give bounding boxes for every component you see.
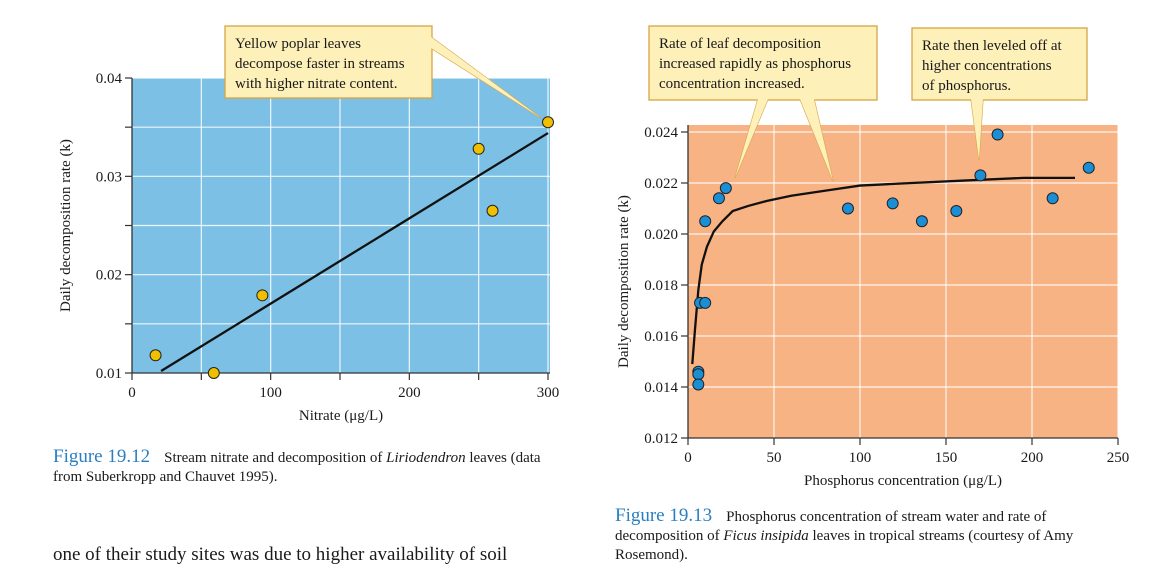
y-axis-title: Daily decomposition rate (k) bbox=[58, 139, 74, 312]
figure-label: Figure 19.12 bbox=[53, 446, 151, 467]
y-tick-label: 0.014 bbox=[644, 380, 678, 396]
caption-figure-19-13: Figure 19.13 Phosphorus concentration of … bbox=[615, 506, 1125, 565]
y-axis-title: Daily decomposition rate (k) bbox=[616, 195, 632, 368]
callout-box bbox=[224, 25, 433, 99]
callout-nitrate: Yellow poplar leaves decompose faster in … bbox=[224, 25, 542, 119]
y-tick-label: 0.022 bbox=[644, 176, 678, 192]
caption-italic: Liriodendron bbox=[386, 450, 466, 466]
x-tick-label: 0 bbox=[128, 385, 136, 401]
x-tick-label: 50 bbox=[767, 450, 782, 466]
data-point bbox=[719, 182, 732, 195]
caption-italic: Ficus insipida bbox=[723, 528, 809, 544]
data-point bbox=[886, 197, 899, 210]
data-point bbox=[712, 192, 725, 205]
data-point bbox=[472, 142, 485, 155]
caption-text: Phosphorus concentration of stream water… bbox=[615, 509, 1047, 544]
y-tick-label: 0.03 bbox=[96, 169, 122, 185]
callout-text: with higher nitrate content. bbox=[235, 76, 397, 92]
caption-text: leaves (data from Suberkropp and Chauvet… bbox=[53, 450, 541, 485]
fitted-curve bbox=[691, 176, 1075, 365]
data-point bbox=[256, 289, 269, 302]
x-tick-label: 100 bbox=[849, 450, 872, 466]
y-tick-label: 0.01 bbox=[96, 366, 122, 382]
data-point bbox=[692, 368, 705, 381]
data-point bbox=[692, 378, 705, 391]
x-tick-label: 300 bbox=[537, 385, 560, 401]
data-point bbox=[207, 367, 220, 379]
y-tick-label: 0.02 bbox=[96, 268, 122, 284]
y-tick-label: 0.04 bbox=[96, 71, 123, 87]
caption-text: Stream nitrate and decomposition of bbox=[164, 450, 387, 466]
data-point bbox=[974, 169, 987, 182]
plot-background bbox=[688, 125, 1118, 438]
x-axis-title: Nitrate (μg/L) bbox=[299, 408, 383, 424]
callout-text: higher concentrations bbox=[922, 58, 1052, 74]
body-text: one of their study sites was due to high… bbox=[53, 544, 508, 565]
callout-text: concentration increased. bbox=[659, 76, 805, 92]
data-point bbox=[486, 204, 499, 217]
data-point bbox=[149, 349, 162, 362]
x-axis-title: Phosphorus concentration (μg/L) bbox=[804, 473, 1002, 489]
callout-rapid-increase: Rate of leaf decomposition increased rapi… bbox=[648, 25, 878, 182]
x-tick-label: 200 bbox=[398, 385, 421, 401]
callout-leveled-off: Rate then leveled off at higher concentra… bbox=[911, 27, 1088, 161]
x-tick-label: 250 bbox=[1107, 450, 1130, 466]
callout-text: increased rapidly as phosphorus bbox=[659, 56, 851, 72]
data-point bbox=[1082, 161, 1095, 174]
data-point bbox=[915, 215, 928, 228]
callout-pointer-join bbox=[971, 99, 983, 160]
data-point bbox=[991, 128, 1004, 141]
chart-2: 0 50 100 150 200 250 0.012 0.014 0.016 0.018 0.020… bbox=[616, 125, 1129, 489]
regression-line bbox=[160, 132, 549, 373]
figure-label: Figure 19.13 bbox=[615, 505, 713, 526]
y-tick-label: 0.012 bbox=[644, 431, 678, 447]
data-point bbox=[699, 296, 712, 309]
callout-text: Rate then leveled off at bbox=[922, 38, 1062, 54]
data-point bbox=[1046, 192, 1059, 205]
callout-pointer-join bbox=[735, 99, 833, 181]
callout-text: of phosphorus. bbox=[922, 78, 1011, 94]
x-tick-label: 100 bbox=[259, 385, 282, 401]
caption-text: leaves in tropical streams (courtesy of … bbox=[615, 528, 1074, 563]
caption-figure-19-12: Figure 19.12 Stream nitrate and decomposi… bbox=[53, 447, 563, 487]
y-tick-label: 0.016 bbox=[644, 329, 678, 345]
callout-box bbox=[911, 27, 1088, 101]
x-tick-label: 150 bbox=[935, 450, 958, 466]
x-tick-label: 0 bbox=[684, 450, 692, 466]
callout-pointer-join bbox=[431, 37, 541, 118]
callout-text: decompose faster in streams bbox=[235, 56, 405, 72]
data-point bbox=[841, 202, 854, 215]
callout-text: Yellow poplar leaves bbox=[235, 36, 361, 52]
x-tick-label: 200 bbox=[1021, 450, 1044, 466]
y-tick-label: 0.020 bbox=[644, 227, 678, 243]
data-point bbox=[542, 116, 554, 129]
chart-1: 0 100 200 300 0.01 0.02 0.03 0.04 Nitrate (μg/L)… bbox=[58, 71, 559, 424]
y-tick-label: 0.018 bbox=[644, 278, 678, 294]
data-point bbox=[699, 215, 712, 228]
y-tick-label: 0.024 bbox=[644, 125, 678, 141]
data-point bbox=[950, 205, 963, 218]
callout-box bbox=[648, 25, 878, 101]
callout-text: Rate of leaf decomposition bbox=[659, 36, 822, 52]
